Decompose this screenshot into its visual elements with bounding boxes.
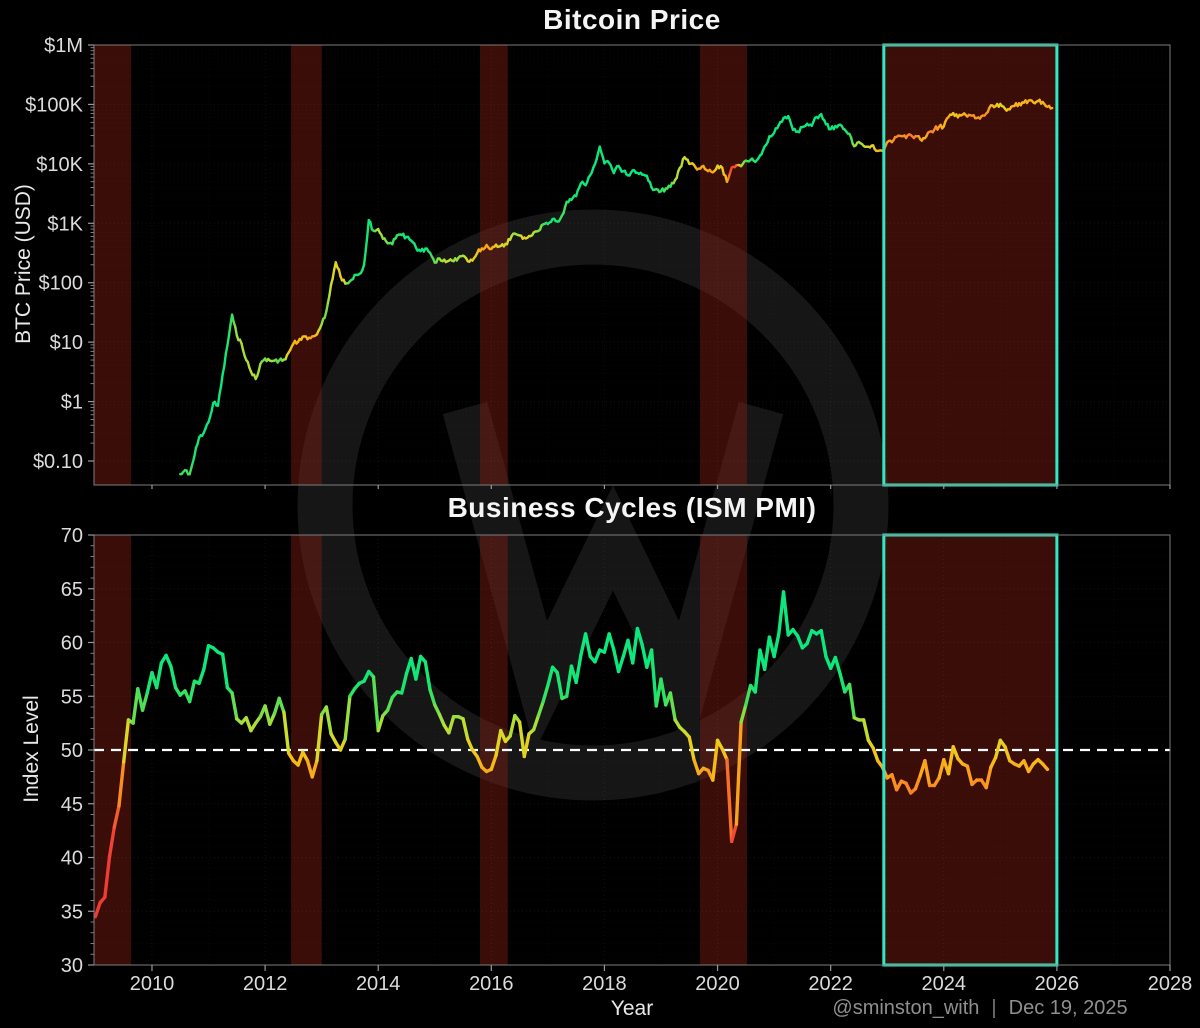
y-tick-label: 35 xyxy=(61,901,83,923)
y-tick-label: 65 xyxy=(61,579,83,601)
y-axis-label-index-level: Index Level xyxy=(20,695,43,803)
x-tick-label: 2012 xyxy=(243,973,288,995)
y-tick-label: 30 xyxy=(61,955,83,977)
axes-ticks: $1M $100K $10K $1K $100 $10 $1 $0.10 xyxy=(25,35,1171,489)
attribution-handle: @sminston_with xyxy=(832,997,980,1019)
y-tick-label: 50 xyxy=(61,740,83,762)
x-tick-label: 2022 xyxy=(808,973,853,995)
recession-band xyxy=(480,45,508,485)
watermark-w-glyph xyxy=(442,401,784,752)
y-tick-label: $0.10 xyxy=(33,451,83,473)
page-title-business-cycles: Business Cycles (ISM PMI) xyxy=(447,492,817,523)
recession-band xyxy=(700,45,747,485)
watermark-ring xyxy=(297,209,889,801)
y-tick-label: $1K xyxy=(47,213,83,235)
x-tick-label: 2018 xyxy=(582,973,627,995)
y-tick-label: 45 xyxy=(61,794,83,816)
recession-band xyxy=(94,45,132,485)
y-tick-label: $10K xyxy=(36,154,83,176)
recession-bands xyxy=(94,45,1057,485)
ism-pmi-chart: 2010 2012 2014 2016 2018 2020 2022 2024 2026 2028… xyxy=(61,525,1193,995)
x-axis-label-year: Year xyxy=(610,997,654,1020)
x-tick-label: 2024 xyxy=(922,973,967,995)
y-tick-label: $1 xyxy=(61,392,83,414)
attribution-date: Dec 19, 2025 xyxy=(1008,997,1128,1019)
btc-price-chart: $1M $100K $10K $1K $100 $10 $1 $0.10 xyxy=(25,35,1171,489)
y-tick-label: $10 xyxy=(50,332,83,354)
y-tick-label: 70 xyxy=(61,525,83,547)
y-tick-label: 55 xyxy=(61,686,83,708)
y-tick-label: $100K xyxy=(25,94,83,116)
x-tick-label: 2028 xyxy=(1148,973,1193,995)
recession-band xyxy=(883,45,1057,485)
x-tick-label: 2014 xyxy=(356,973,401,995)
page-title-bitcoin-price: Bitcoin Price xyxy=(543,4,721,35)
y-tick-label: $100 xyxy=(39,273,84,295)
axes-ticks: 2010 2012 2014 2016 2018 2020 2022 2024 2026 2028… xyxy=(61,525,1193,995)
y-axis-label-btc-price: BTC Price (USD) xyxy=(12,184,35,344)
pmi-line xyxy=(94,590,1050,919)
x-tick-label: 2010 xyxy=(130,973,175,995)
x-tick-label: 2026 xyxy=(1035,973,1080,995)
attribution: @sminston_with | Dec 19, 2025 xyxy=(750,997,1200,1020)
recession-band xyxy=(291,45,322,485)
y-tick-label: 60 xyxy=(61,633,83,655)
y-tick-label: $1M xyxy=(44,35,83,57)
attribution-separator: | xyxy=(991,997,997,1019)
y-tick-label: 40 xyxy=(61,848,83,870)
x-tick-label: 2020 xyxy=(695,973,740,995)
price-line xyxy=(179,98,1054,476)
x-tick-label: 2016 xyxy=(469,973,514,995)
